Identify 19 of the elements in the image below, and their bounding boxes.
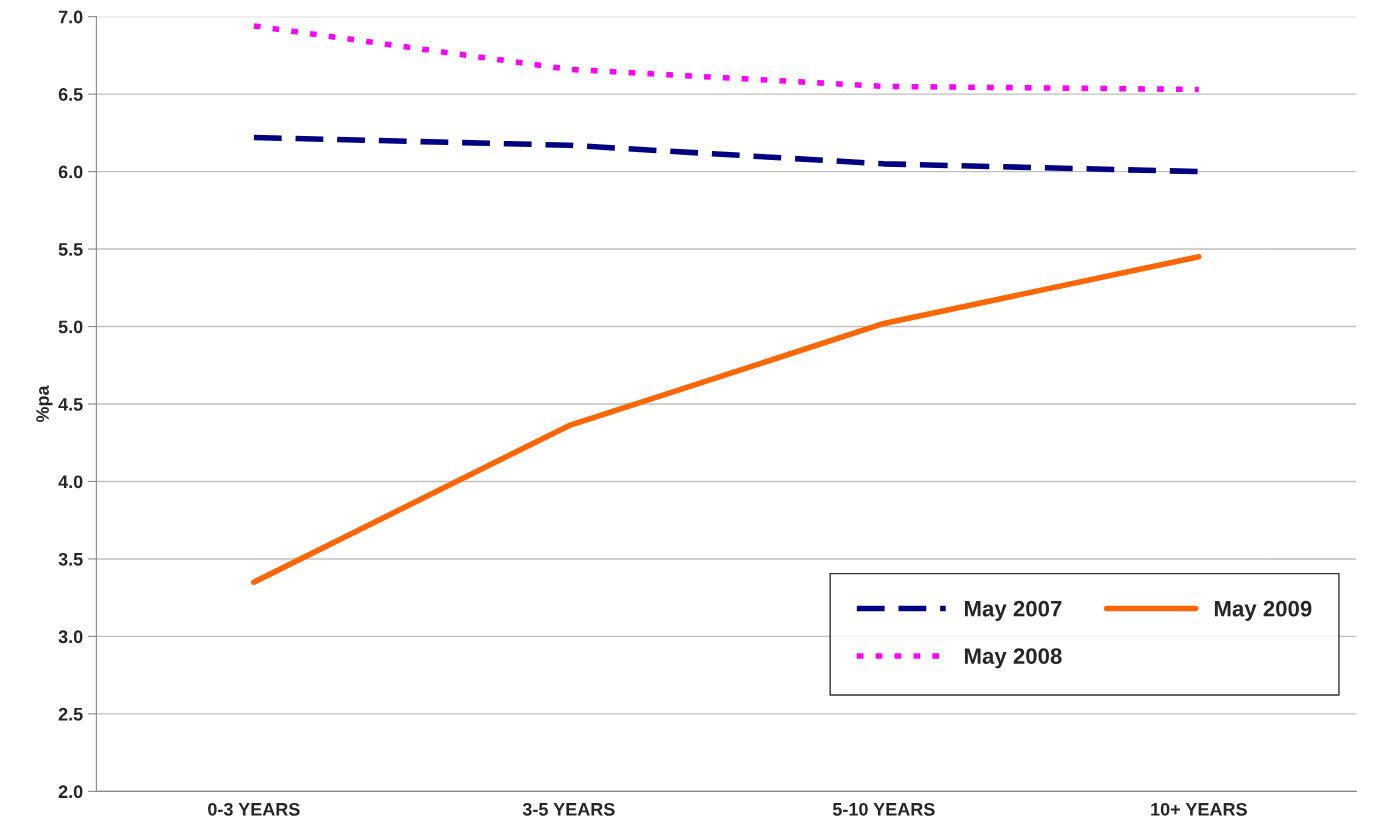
x-tick-label: 3-5 YEARS [522,802,615,816]
y-tick-label: 2.0 [58,785,83,799]
x-tick-label: 0-3 YEARS [208,802,300,816]
y-tick-label: 6.0 [58,165,83,179]
y-tick-label: 2.5 [58,707,83,721]
y-tick-label: 5.5 [58,243,83,256]
y-tick-label: 5.0 [58,320,83,334]
y-tick-label: 7.0 [58,10,83,24]
y-tick-label: 4.0 [58,475,83,489]
y-tick-label: 3.0 [58,630,83,644]
legend-label: May 2007 [964,600,1062,621]
y-tick-label: 3.5 [58,552,83,566]
y-axis-title: %pa [36,385,53,423]
x-tick-label: 10+ YEARS [1151,802,1247,816]
y-tick-label: 6.5 [58,88,83,101]
legend-label: May 2008 [964,648,1062,669]
x-tick-label: 5-10 YEARS [832,802,935,816]
y-tick-label: 4.5 [58,398,83,411]
legend-label: May 2009 [1214,600,1312,621]
